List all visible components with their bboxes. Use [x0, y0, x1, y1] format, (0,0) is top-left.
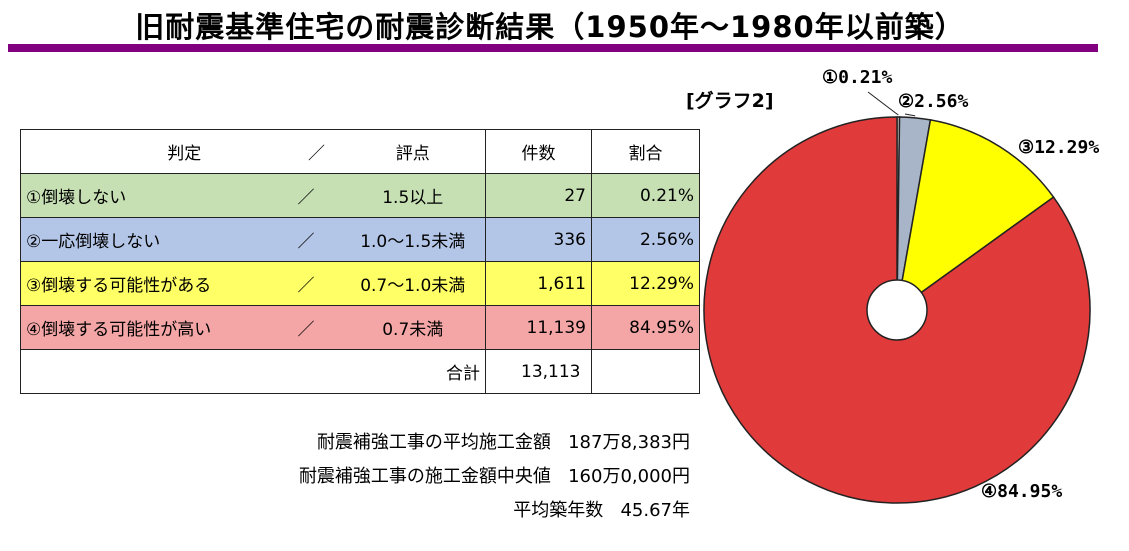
table-row: ③倒壊する可能性がある ／ 0.7～1.0未満 1,611 12.29%	[20, 261, 700, 306]
row-score: 1.5以上	[340, 173, 486, 218]
table-header-row: 判定 ／ 評点 件数 割合	[20, 129, 700, 174]
title-underline	[8, 44, 1098, 52]
table-row: ④倒壊する可能性が高い ／ 0.7未満 11,139 84.95%	[20, 305, 700, 350]
row-ratio: 2.56%	[591, 217, 700, 262]
row-label: ②一応倒壊しない	[20, 217, 293, 262]
header-score: 評点	[340, 129, 486, 174]
summary-average-cost-value: 187万8,383円	[568, 432, 690, 453]
pie-center-hole	[866, 279, 928, 341]
row-slash: ／	[292, 173, 341, 218]
chart-title: [グラフ2]	[686, 90, 774, 112]
header-count: 件数	[485, 129, 592, 174]
summary-median-cost-label: 耐震補強工事の施工金額中央値	[298, 466, 551, 487]
row-count: 27	[485, 173, 592, 218]
pie-slice-3	[895, 119, 1055, 312]
summary-average-age-label: 平均築年数	[513, 500, 604, 521]
row-count: 11,139	[485, 305, 592, 350]
pie-leader-line-2	[904, 113, 916, 117]
row-label: ①倒壊しない	[20, 173, 293, 218]
row-label: ③倒壊する可能性がある	[20, 261, 293, 306]
row-score: 0.7未満	[340, 305, 486, 350]
result-table: 判定 ／ 評点 件数 割合 ①倒壊しない ／ 1.5以上 27 0.21% ②一…	[20, 129, 700, 394]
table-row: ②一応倒壊しない ／ 1.0～1.5未満 336 2.56%	[20, 217, 700, 262]
table-total-row: 合計 13,113	[20, 349, 700, 394]
row-ratio: 84.95%	[591, 305, 700, 350]
row-ratio: 0.21%	[591, 173, 700, 218]
summary-median-cost-value: 160万0,000円	[568, 466, 690, 487]
summary-median-cost: 耐震補強工事の施工金額中央値 160万0,000円	[299, 462, 690, 488]
header-slash: ／	[292, 129, 341, 174]
summary-average-cost-label: 耐震補強工事の平均施工金額	[316, 432, 551, 453]
page-title: 旧耐震基準住宅の耐震診断結果（1950年～1980年以前築）	[135, 10, 965, 44]
row-label: ④倒壊する可能性が高い	[20, 305, 293, 350]
row-count: 336	[485, 217, 592, 262]
summary-average-age: 平均築年数 45.67年	[513, 496, 690, 522]
row-score: 1.0～1.5未満	[340, 217, 486, 262]
row-slash: ／	[292, 217, 341, 262]
row-score: 0.7～1.0未満	[340, 261, 486, 306]
header-ratio: 割合	[591, 129, 700, 174]
pie-label-3: ③12.29%	[1018, 137, 1099, 158]
summary-average-age-value: 45.67年	[620, 500, 690, 521]
summary-average-cost: 耐震補強工事の平均施工金額 187万8,383円	[317, 428, 690, 454]
pie-leader-line-1	[867, 91, 899, 116]
row-ratio: 12.29%	[591, 261, 700, 306]
row-slash: ／	[292, 305, 341, 350]
pie-label-1: ①0.21%	[822, 67, 892, 88]
header-judgement: 判定	[20, 129, 293, 174]
pie-label-4: ④84.95%	[981, 481, 1062, 502]
table-row: ①倒壊しない ／ 1.5以上 27 0.21%	[20, 173, 700, 218]
pie-label-2: ②2.56%	[898, 91, 968, 112]
